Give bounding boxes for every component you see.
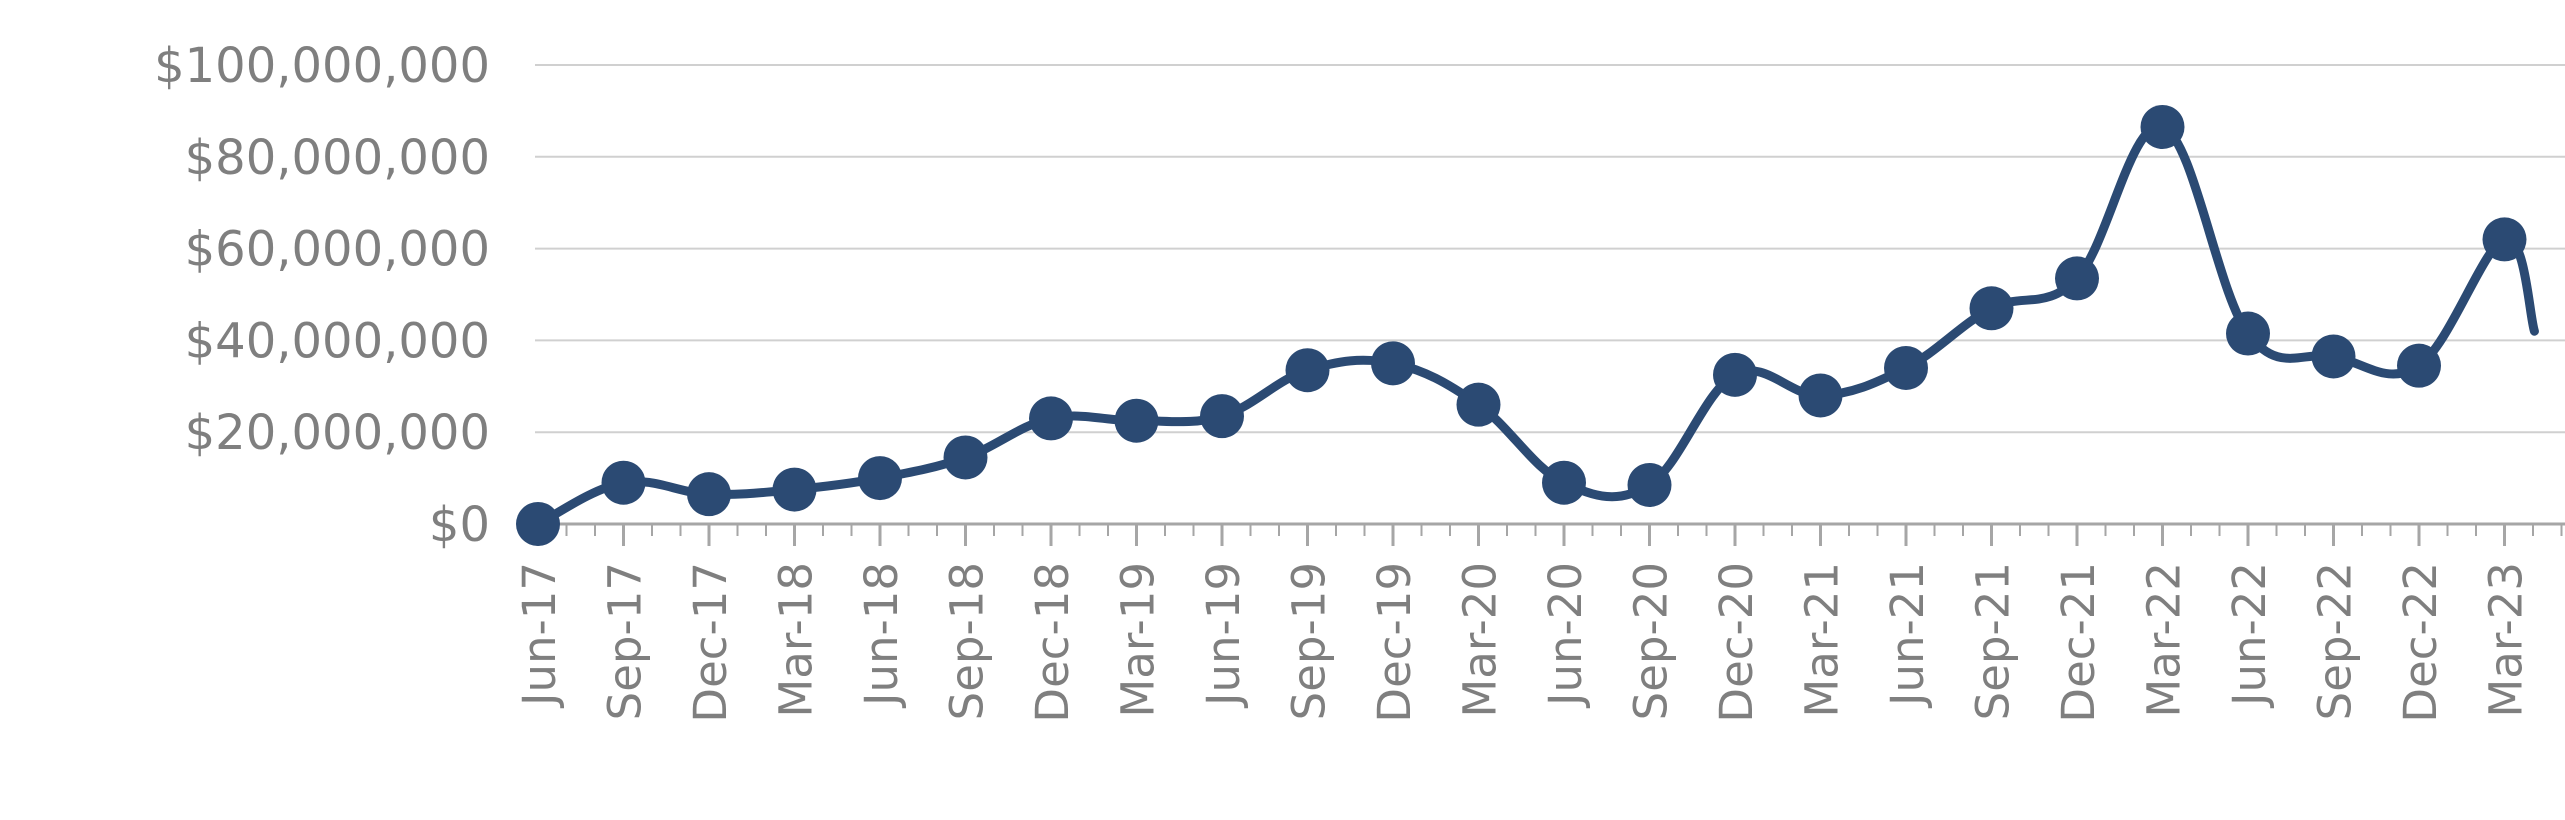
x-tick-label: Mar-23	[2480, 562, 2533, 718]
x-tick-label: Sep-17	[599, 562, 652, 720]
x-tick-label: Dec-18	[1026, 562, 1079, 723]
data-point-jun-20	[1542, 460, 1586, 505]
y-tick-label: $40,000,000	[185, 313, 490, 369]
data-point-mar-22	[2140, 104, 2185, 149]
data-point-mar-18	[772, 467, 817, 512]
data-point-mar-20	[1456, 382, 1501, 427]
x-tick-label: Sep-21	[1967, 562, 2020, 720]
x-tick-label: Mar-19	[1112, 562, 1165, 718]
data-point-dec-22	[2397, 343, 2441, 388]
data-point-sep-22	[2311, 334, 2356, 379]
data-points	[516, 104, 2527, 546]
y-tick-label: $0	[429, 497, 490, 553]
data-point-jun-19	[1200, 394, 1244, 439]
data-point-jun-21	[1884, 345, 1928, 390]
x-tick-label: Sep-20	[1625, 562, 1678, 720]
x-tick-label: Jun-22	[2223, 562, 2276, 709]
x-tick-label: Jun-18	[855, 562, 908, 709]
data-point-dec-21	[2055, 256, 2099, 301]
x-axis	[535, 522, 2565, 546]
x-tick-label: Mar-22	[2138, 562, 2191, 718]
x-tick-label: Mar-21	[1796, 562, 1849, 718]
y-axis-tick-labels: $0 $20,000,000 $40,000,000 $60,000,000 $80,0…	[154, 38, 490, 553]
data-point-mar-21	[1798, 373, 1843, 418]
data-point-jun-18	[858, 456, 902, 501]
x-tick-label: Jun-20	[1539, 562, 1592, 709]
x-tick-label: Dec-17	[684, 562, 737, 723]
y-tick-label: $60,000,000	[185, 222, 490, 278]
data-point-sep-17	[601, 460, 646, 505]
x-tick-label: Jun-19	[1197, 562, 1250, 709]
y-tick-label: $20,000,000	[185, 405, 490, 461]
x-tick-label: Dec-20	[1710, 562, 1763, 723]
y-tick-label: $100,000,000	[154, 38, 490, 94]
data-point-mar-19	[1114, 398, 1159, 443]
data-point-dec-20	[1713, 352, 1757, 397]
data-point-sep-20	[1627, 462, 1672, 507]
data-point-sep-19	[1285, 348, 1330, 393]
data-point-dec-18	[1029, 396, 1073, 441]
data-point-dec-17	[687, 472, 731, 517]
x-tick-label: Sep-19	[1283, 562, 1336, 720]
x-tick-label: Mar-20	[1454, 562, 1507, 718]
x-tick-label: Jun-21	[1881, 562, 1934, 709]
gridlines	[535, 64, 2565, 434]
x-axis-tick-labels: Jun-17 Sep-17 Dec-17 Mar-18 Jun-18 Sep-18 Dec-…	[513, 562, 2533, 723]
x-tick-label: Dec-22	[2394, 562, 2447, 723]
x-tick-label: Jun-17	[513, 562, 566, 709]
data-point-jun-22	[2226, 311, 2270, 356]
x-tick-label: Mar-18	[770, 562, 823, 718]
x-tick-label: Sep-18	[941, 562, 994, 720]
data-point-jun-17	[516, 502, 560, 546]
x-tick-label: Sep-22	[2309, 562, 2362, 720]
y-tick-label: $80,000,000	[185, 130, 490, 186]
data-point-sep-18	[943, 435, 988, 480]
x-tick-label: Dec-19	[1368, 562, 1421, 723]
data-point-mar-23	[2482, 217, 2527, 262]
data-point-dec-19	[1371, 341, 1415, 386]
x-tick-label: Dec-21	[2052, 562, 2105, 723]
data-point-sep-21	[1969, 286, 2014, 331]
